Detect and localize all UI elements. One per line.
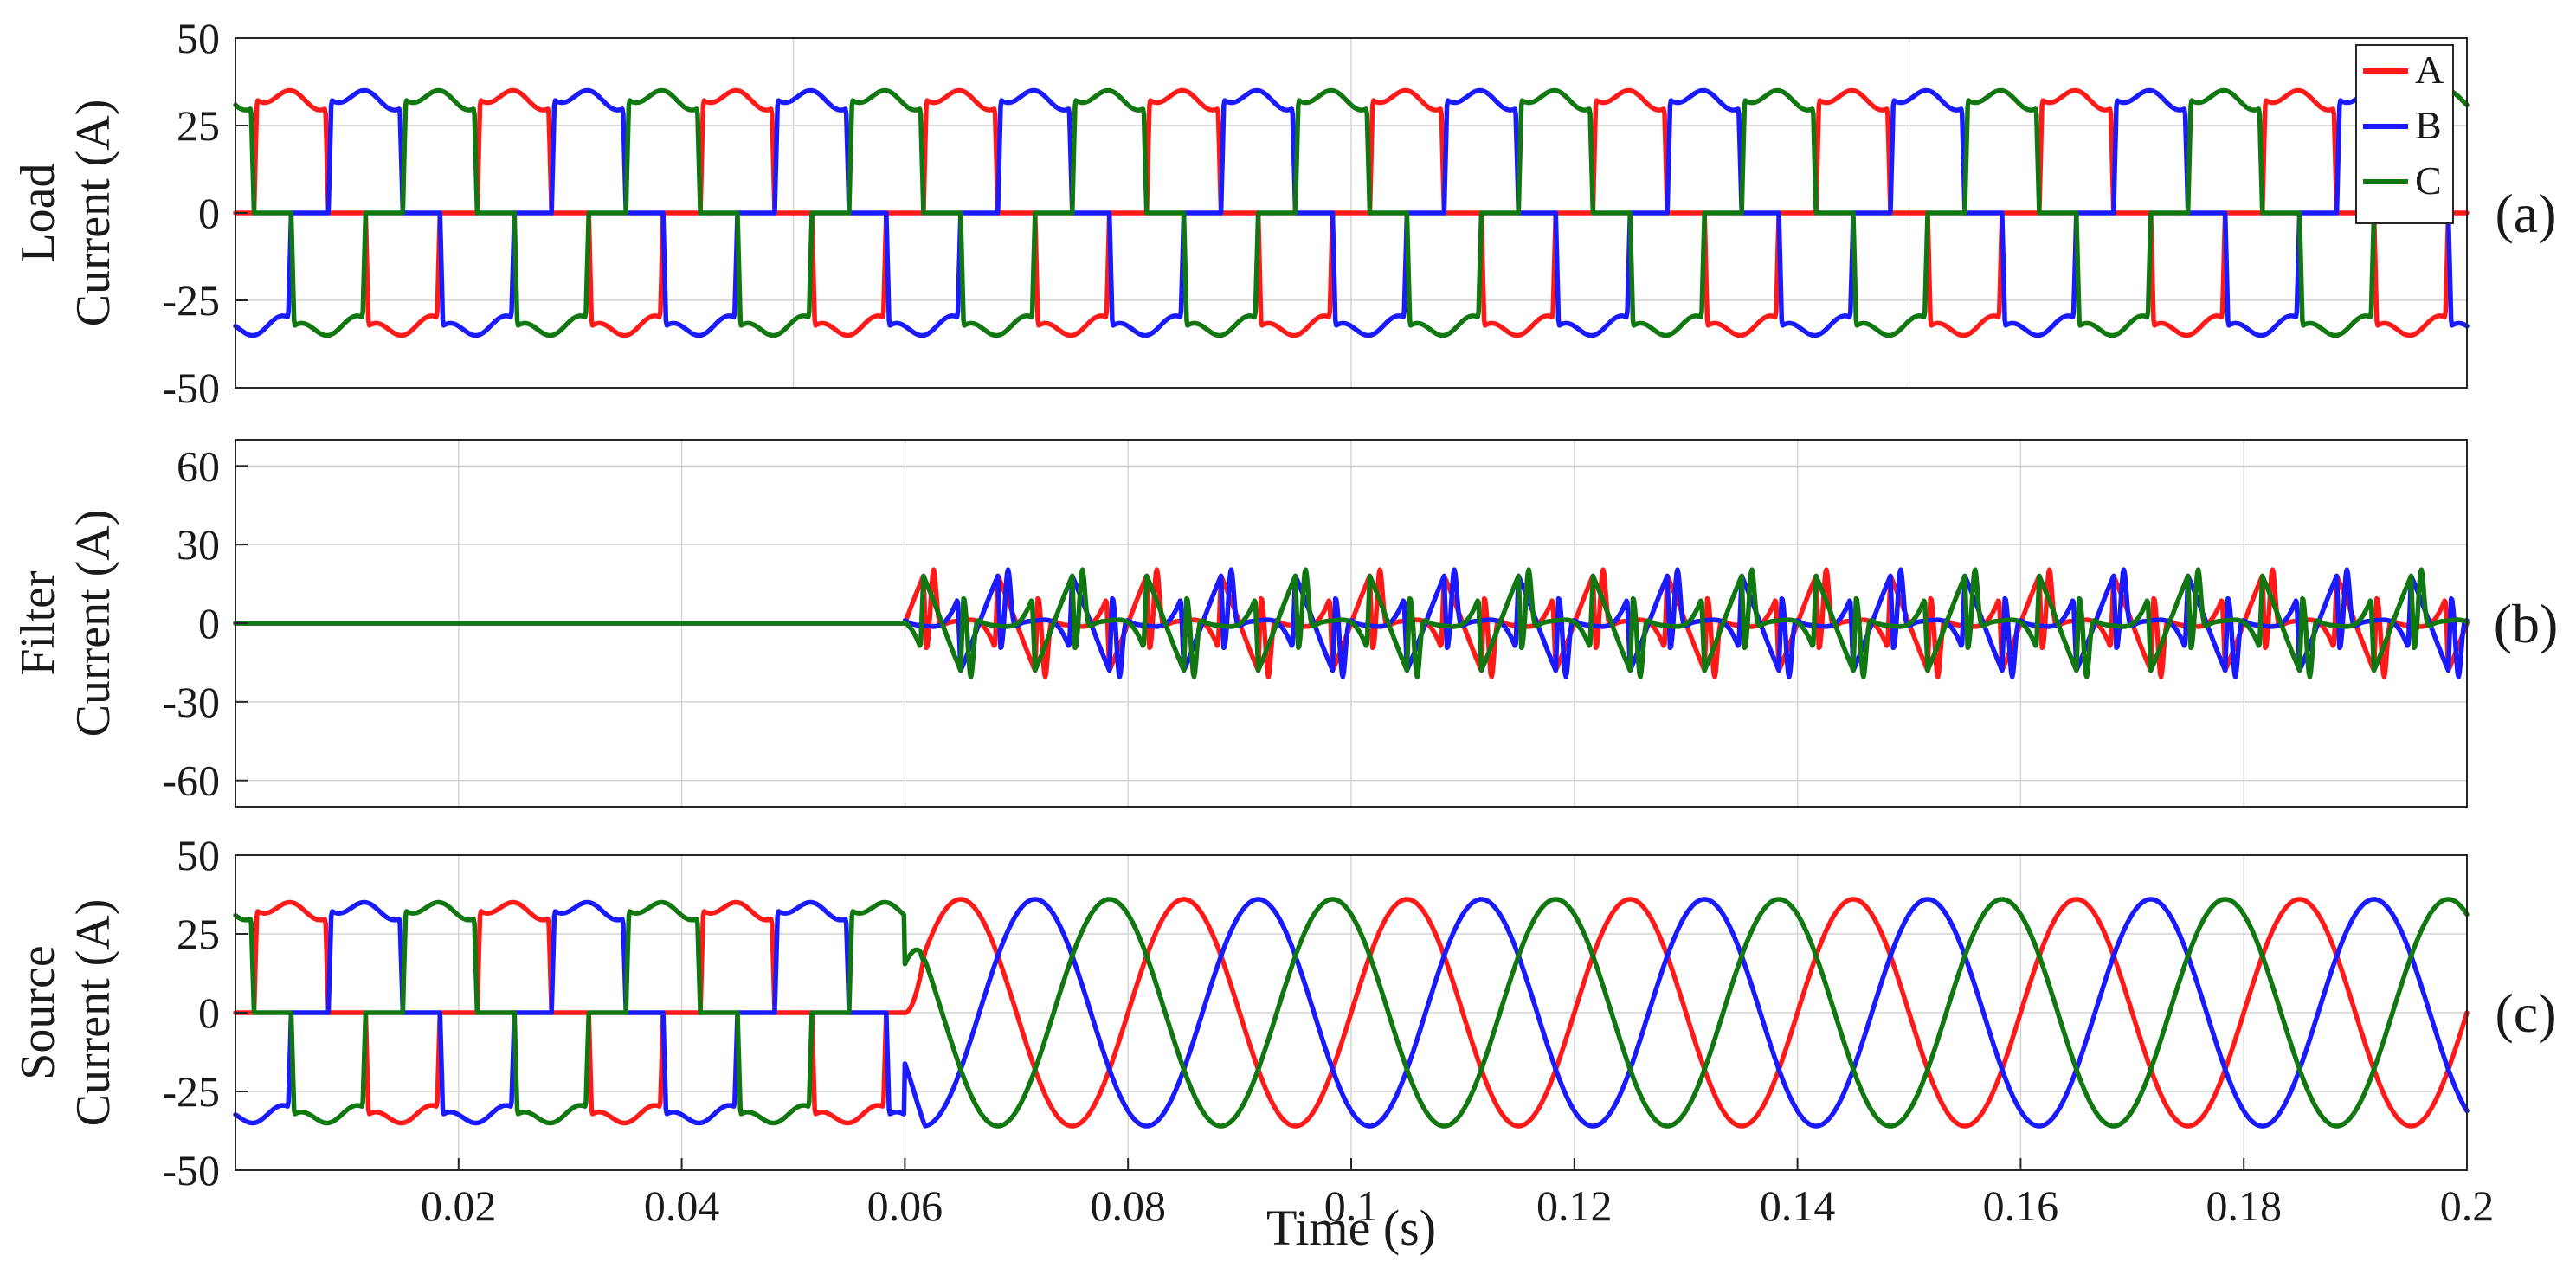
panel-a-ylabel-line1: Load [11,163,65,262]
panel-b-traces [233,567,2470,679]
panel-c-y-ticks: 50 25 0 -25 -50 [162,831,248,1194]
panel-b-ylabel-line2: Current (A) [67,510,120,737]
panel-a-traces [233,87,2470,338]
panel-c-label: (c) [2495,982,2556,1044]
panel-a-ylabel-line2: Current (A) [67,100,120,327]
panel-c-ylabel-line1: Source [11,945,65,1080]
panel-b-ytick-label: 30 [177,520,220,569]
legend-label-c: C [2415,158,2442,203]
x-tick-label: 0.04 [644,1181,720,1230]
panel-c-series-c [233,897,2470,1129]
panel-b-ytick-label: -30 [162,678,220,726]
x-tick-label: 0.18 [2206,1181,2282,1230]
panel-b-ytick-label: 0 [198,599,220,647]
panel-a-series-a [233,87,2470,338]
panel-c-series-b [233,897,2470,1129]
panel-c-ytick-label: 25 [177,910,220,958]
panel-a-label: (a) [2495,183,2556,244]
x-tick-label: 0.14 [1760,1181,1836,1230]
x-tick-label: 0.1 [1324,1181,1379,1230]
panel-a: 50 25 0 -25 -50 Load Current (A) (a) [11,14,2557,412]
x-axis-ticks: 0.02 0.04 0.06 0.08 0.1 0.12 0.14 0.16 0.18 0.2 [421,1158,2494,1230]
panel-b: 60 30 0 -30 -60 Filter Current (A) (b) [11,439,2559,808]
panel-a-ytick-label: -25 [162,276,220,325]
panel-c-ytick-label: 50 [177,831,220,879]
panel-a-series-c [233,87,2470,338]
panel-b-ytick-label: 60 [177,441,220,490]
panel-c-ylabel-line2: Current (A) [67,899,120,1127]
legend-label-b: B [2415,103,2442,147]
panel-c-traces [233,897,2470,1129]
panel-a-ytick-label: 50 [177,14,220,62]
x-axis-label: Time (s) [1266,1200,1436,1256]
panel-b-series-c [233,567,2470,679]
x-tick-label: 0.06 [867,1181,943,1230]
panel-b-label: (b) [2494,593,2559,654]
x-tick-label: 0.16 [1983,1181,2059,1230]
x-tick-label: 0.02 [421,1181,497,1230]
panel-a-ytick-label: -50 [162,364,220,412]
x-tick-label: 0.2 [2440,1181,2495,1230]
panel-b-ylabel-line1: Filter [11,570,65,676]
x-tick-label: 0.12 [1536,1181,1613,1230]
panel-a-y-ticks: 50 25 0 -25 -50 [162,14,248,412]
x-tick-label: 0.08 [1090,1181,1166,1230]
panel-a-ytick-label: 0 [198,189,220,237]
panel-c-ytick-label: -25 [162,1067,220,1116]
panel-c-ytick-label: 0 [198,988,220,1037]
legend-label-a: A [2415,48,2444,92]
legend: ABC [2355,44,2454,224]
panel-b-ytick-label: -60 [162,756,220,805]
panel-c-ytick-label: -50 [162,1146,220,1194]
legend-box [2355,44,2454,224]
panel-b-y-ticks: 60 30 0 -30 -60 [162,441,248,805]
panel-c-series-a [233,897,2470,1129]
panel-a-ytick-label: 25 [177,101,220,150]
panel-a-series-b [233,87,2470,338]
